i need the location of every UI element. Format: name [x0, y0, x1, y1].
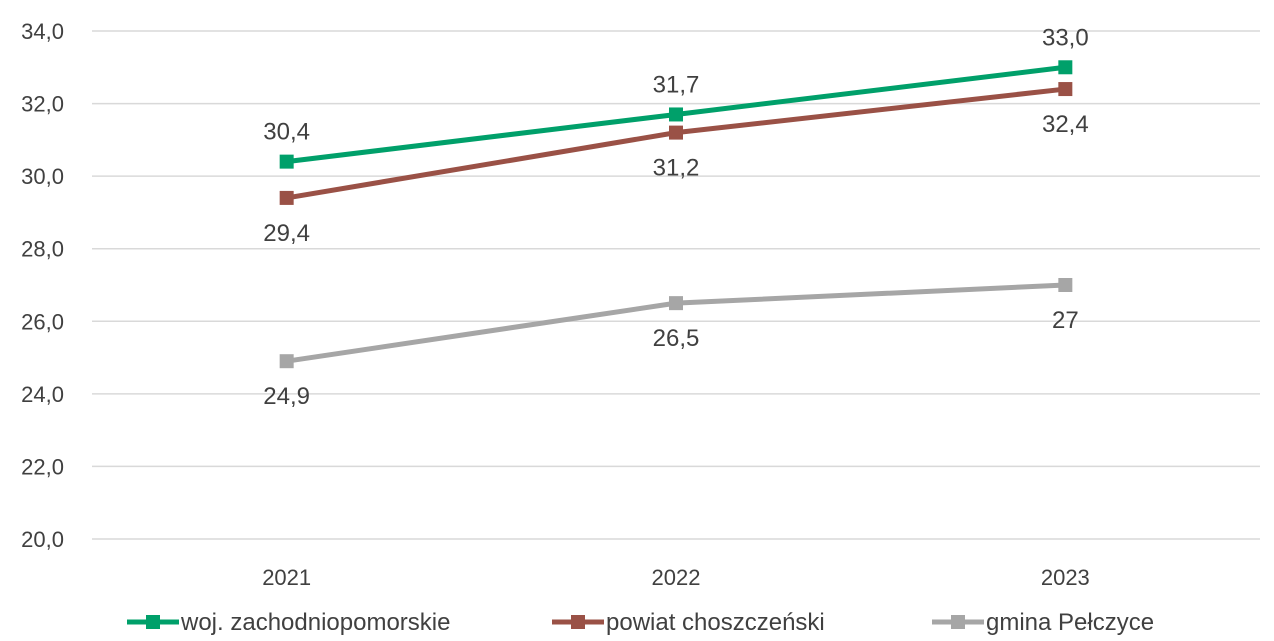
- x-tick-label: 2022: [652, 565, 701, 590]
- data-point-marker: [1058, 82, 1073, 97]
- y-tick-label: 24,0: [21, 382, 64, 407]
- y-tick-label: 30,0: [21, 164, 64, 189]
- legend-swatch-marker: [146, 615, 160, 629]
- data-point-marker: [279, 190, 294, 205]
- y-tick-label: 22,0: [21, 454, 64, 479]
- x-tick-label: 2023: [1041, 565, 1090, 590]
- legend-entry-label: powiat choszczeński: [606, 609, 825, 636]
- data-point-marker: [279, 154, 294, 169]
- y-tick-label: 32,0: [21, 92, 64, 117]
- y-axis-tick-labels: 20,0 22,0 24,0 26,0 28,0 30,0 32,0 34,0: [21, 19, 64, 552]
- legend-entry-label: gmina Pełczyce: [986, 609, 1154, 636]
- data-label: 29,4: [263, 220, 310, 247]
- x-tick-label: 2021: [262, 565, 311, 590]
- data-point-marker: [669, 296, 683, 311]
- y-tick-label: 26,0: [21, 309, 64, 334]
- data-point-marker: [279, 354, 294, 369]
- series-lines: [279, 60, 1073, 369]
- y-tick-label: 28,0: [21, 237, 64, 262]
- data-labels: 30,4 31,7 33,0 29,4 31,2 32,4 24,9 26,5 27: [263, 24, 1088, 410]
- legend-swatch-marker: [571, 615, 585, 629]
- x-axis-tick-labels: 2021 2022 2023: [262, 565, 1090, 590]
- data-label: 27: [1052, 307, 1079, 334]
- data-point-marker: [1058, 278, 1073, 292]
- data-label: 24,9: [263, 383, 310, 410]
- data-label: 31,7: [653, 71, 700, 98]
- legend-entry-label: woj. zachodniopomorskie: [180, 609, 450, 636]
- y-tick-label: 34,0: [21, 19, 64, 44]
- legend: woj. zachodniopomorskie powiat choszczeńs…: [127, 609, 1154, 636]
- data-point-marker: [1058, 60, 1073, 75]
- data-label: 32,4: [1042, 111, 1089, 138]
- gridlines: [92, 30, 1260, 540]
- data-point-marker: [669, 125, 683, 140]
- data-label: 31,2: [653, 155, 700, 182]
- data-label: 26,5: [653, 325, 700, 352]
- y-tick-label: 20,0: [21, 527, 64, 552]
- data-point-marker: [669, 107, 683, 122]
- data-label: 30,4: [263, 119, 310, 146]
- data-label: 33,0: [1042, 24, 1089, 51]
- legend-swatch-marker: [951, 615, 965, 629]
